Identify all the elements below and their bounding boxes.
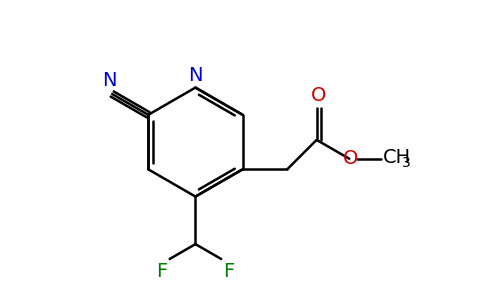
- Text: O: O: [343, 149, 358, 168]
- Text: CH: CH: [383, 148, 411, 167]
- Text: F: F: [223, 262, 234, 281]
- Text: 3: 3: [402, 156, 410, 170]
- Text: N: N: [102, 71, 117, 90]
- Text: O: O: [311, 86, 326, 105]
- Text: N: N: [188, 66, 203, 85]
- Text: F: F: [156, 262, 168, 281]
